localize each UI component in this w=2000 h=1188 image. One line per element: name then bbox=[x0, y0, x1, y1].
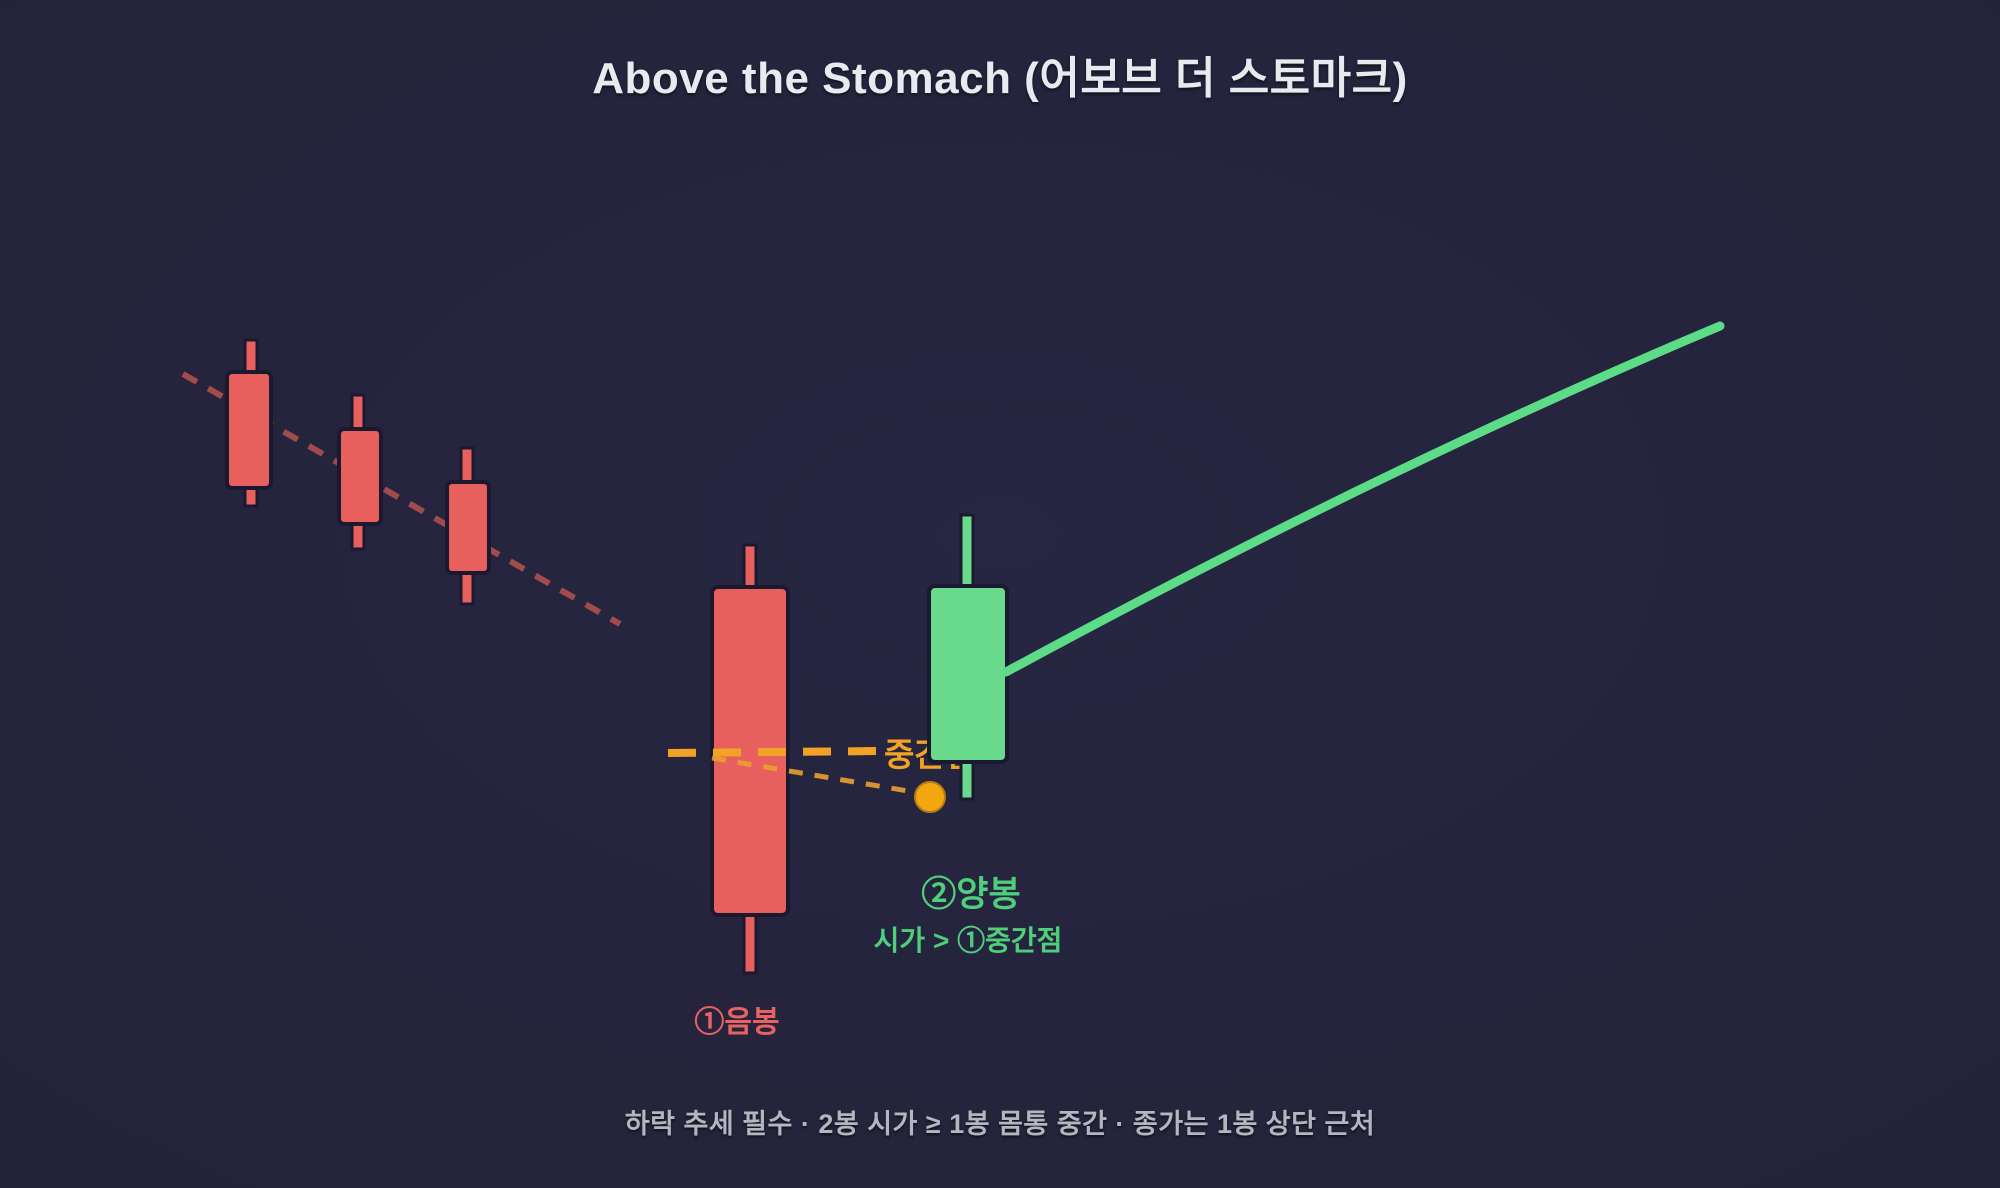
small-bearish-candle-2 bbox=[337, 393, 383, 551]
rule-caption: 하락 추세 필수 · 2봉 시가 ≥ 1봉 몸통 중간 · 종가는 1봉 상단 … bbox=[624, 1109, 1376, 1139]
midpoint-pointer-dashed-line bbox=[711, 755, 915, 795]
candle1-label: ①음봉 bbox=[694, 1006, 779, 1039]
small-bearish-candle-3 bbox=[445, 446, 491, 606]
page-title: Above the Stomach (어보브 더 스토마크) bbox=[592, 54, 1408, 103]
pattern-candle-1-bearish bbox=[710, 543, 790, 975]
breakout-rising-line bbox=[1001, 321, 1725, 677]
downtrend-dashed-line bbox=[181, 371, 622, 627]
candle2-label: ②양봉 bbox=[921, 875, 1020, 914]
midpoint-dashed-line bbox=[667, 747, 883, 757]
small-bearish-candle-1 bbox=[225, 338, 273, 508]
open-price-dot-marker bbox=[914, 781, 946, 813]
pattern-candle-2-bullish bbox=[927, 513, 1009, 801]
candle2-condition-label: 시가 > ①중간점 bbox=[874, 924, 1063, 956]
candle-body bbox=[927, 584, 1009, 764]
candle-body bbox=[445, 480, 491, 575]
candle-body bbox=[710, 585, 790, 917]
candle-body bbox=[337, 427, 383, 526]
candle-body bbox=[225, 370, 273, 490]
